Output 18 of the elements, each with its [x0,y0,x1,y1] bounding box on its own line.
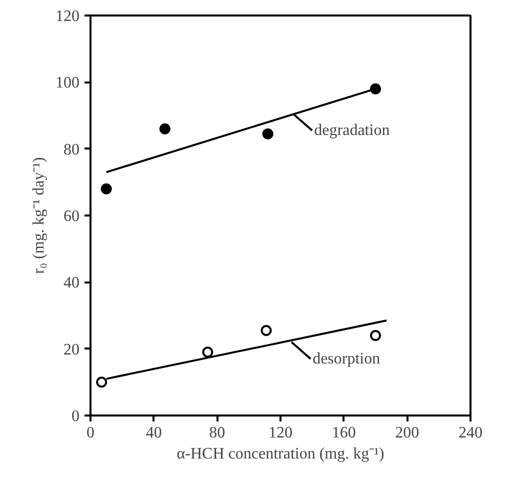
x-axis-title: α-HCH concentration (mg. kg⁻¹) [176,446,384,462]
y-tick-label: 40 [64,274,80,292]
x-tick-label: 240 [458,424,482,442]
annotation: desorption [312,350,380,368]
x-tick-label: 0 [86,424,94,442]
x-tick-label: 200 [395,424,420,442]
y-tick-label: 60 [64,208,80,225]
annotation: degradation [314,122,390,139]
y-tick-label: 100 [56,74,80,92]
y-tick-label: 80 [64,141,80,158]
x-tick-label: 160 [332,424,356,442]
y-tick-label: 120 [56,8,80,25]
y-tick-label: 0 [72,408,80,425]
y-axis-title: r₀ (mg. kg⁻¹ day⁻¹) [30,157,48,274]
x-tick-label: 120 [268,424,292,442]
x-tick-label: 40 [146,424,162,442]
x-tick-label: 80 [209,424,226,442]
y-tick-label: 20 [64,341,80,358]
